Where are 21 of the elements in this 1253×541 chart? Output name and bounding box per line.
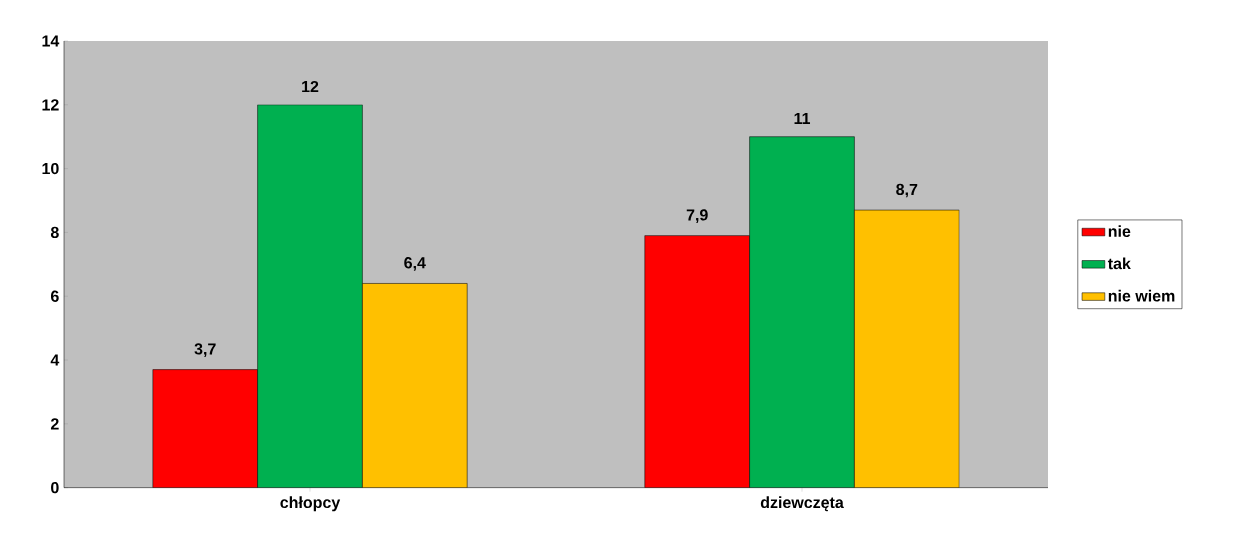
bar bbox=[152, 369, 258, 488]
y-tick-label: 10 bbox=[42, 162, 59, 175]
y-tick-label: 0 bbox=[51, 481, 59, 494]
data-label: 8,7 bbox=[896, 183, 918, 198]
y-tick-label: 6 bbox=[50, 290, 59, 302]
x-tick-label: chłopcy bbox=[280, 496, 341, 512]
y-tick-label: 8 bbox=[50, 226, 59, 239]
data-label: 7,9 bbox=[686, 209, 708, 223]
data-label: 12 bbox=[302, 80, 319, 93]
data-label: 3,7 bbox=[194, 343, 216, 357]
legend-label: nie wiem bbox=[1108, 289, 1175, 302]
y-tick-label: 2 bbox=[50, 418, 59, 430]
bar bbox=[644, 235, 750, 488]
y-tick-label: 4 bbox=[50, 354, 60, 366]
legend-label: nie bbox=[1108, 225, 1131, 237]
x-tick-label: dziewczęta bbox=[760, 496, 844, 512]
y-tick-label: 14 bbox=[42, 35, 60, 47]
legend-label: tak bbox=[1107, 257, 1131, 270]
data-label: 6,4 bbox=[404, 257, 426, 271]
data-label: 11 bbox=[794, 112, 811, 124]
y-tick-label: 12 bbox=[42, 99, 59, 111]
